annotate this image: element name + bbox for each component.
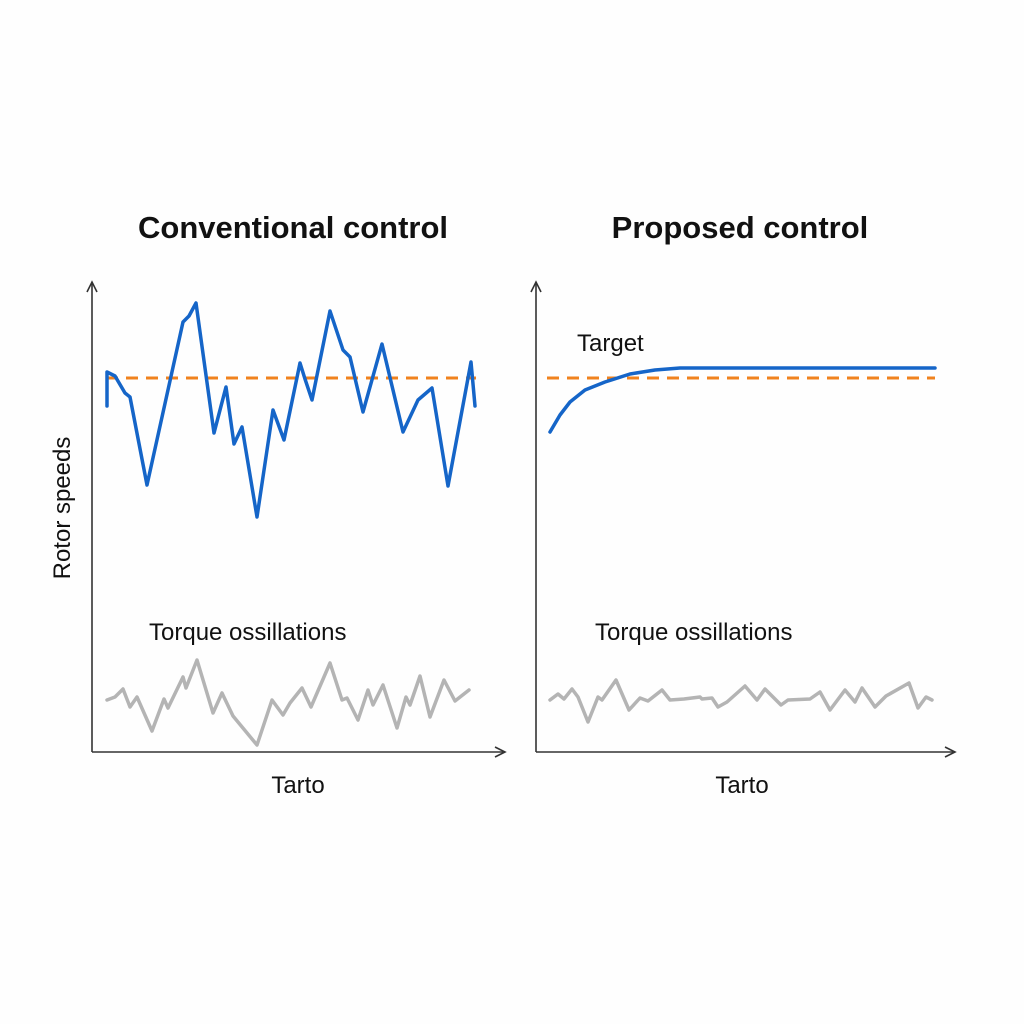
y-axis-label: Rotor speeds	[49, 437, 76, 580]
torque-annotation: Torque ossillations	[149, 619, 346, 646]
panel-conventional: Conventional control Rotor speeds Tarto …	[49, 210, 507, 799]
panel-title: Conventional control	[138, 210, 448, 245]
series-group	[105, 301, 477, 747]
panel-proposed: Proposed control Tarto Target Torque oss…	[530, 210, 957, 799]
torque-line	[548, 678, 934, 724]
series-group	[547, 366, 937, 724]
x-axis-label: Tarto	[715, 772, 768, 799]
x-axis-label: Tarto	[271, 772, 324, 799]
rotor-speed-line	[548, 366, 937, 434]
panel-title: Proposed control	[612, 210, 869, 245]
x-axis-arrow-icon	[944, 746, 957, 758]
x-axis-arrow-icon	[494, 746, 507, 758]
y-axis-arrow-icon	[530, 280, 542, 293]
target-annotation: Target	[577, 330, 644, 357]
rotor-speed-line	[105, 301, 477, 519]
y-axis-arrow-icon	[86, 280, 98, 293]
torque-line	[105, 658, 471, 747]
torque-annotation: Torque ossillations	[595, 619, 792, 646]
